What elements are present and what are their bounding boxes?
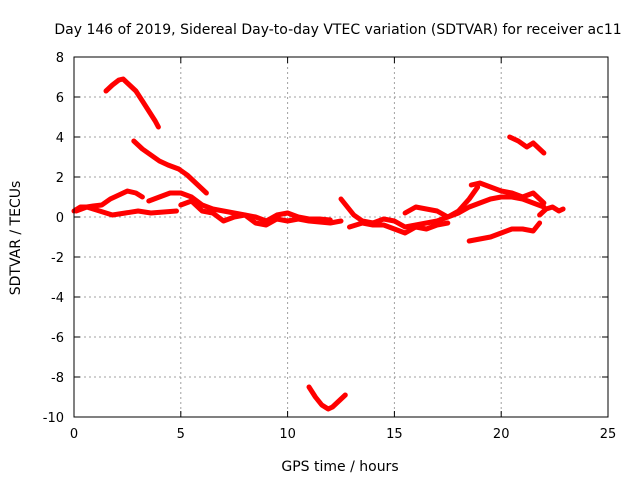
y-tick-label: 6 xyxy=(56,91,64,106)
y-tick-label: 0 xyxy=(56,211,64,226)
y-tick-label: -6 xyxy=(51,331,64,346)
x-axis-label: GPS time / hours xyxy=(281,459,398,475)
series-arc-descending xyxy=(131,138,209,196)
y-tick-label: -2 xyxy=(51,251,64,266)
series-arc-late-2 xyxy=(347,220,451,236)
y-tick-label: 4 xyxy=(56,131,64,146)
grid-lines xyxy=(74,57,608,417)
series-arc-late-4 xyxy=(468,180,547,206)
axis-ticks: 0 5 10 15 20 25 -10 -8 -6 -4 -2 0 2 4 6 8 xyxy=(43,51,617,442)
data-series xyxy=(71,76,566,412)
series-arc-late-6 xyxy=(507,134,547,156)
series-arc-late-3 xyxy=(402,194,547,220)
series-arc-late-5 xyxy=(466,220,543,244)
series-arc-high-early xyxy=(103,76,161,130)
plot-frame xyxy=(73,56,609,418)
y-tick-label: -4 xyxy=(51,291,64,306)
x-tick-label: 5 xyxy=(177,427,185,442)
x-tick-label: 0 xyxy=(70,427,78,442)
series-arc-late-7 xyxy=(537,204,566,218)
y-tick-label: -8 xyxy=(51,371,64,386)
x-tick-label: 10 xyxy=(279,427,296,442)
x-tick-label: 25 xyxy=(600,427,617,442)
series-arc-base-mid-2 xyxy=(178,198,344,228)
x-tick-label: 15 xyxy=(386,427,403,442)
y-axis-label: SDTVAR / TECUs xyxy=(8,181,24,296)
y-tick-label: 2 xyxy=(56,171,64,186)
series-arc-base-low xyxy=(73,204,179,218)
y-tick-label: 8 xyxy=(56,51,64,66)
chart-title: Day 146 of 2019, Sidereal Day-to-day VTE… xyxy=(54,22,621,38)
x-tick-label: 20 xyxy=(493,427,510,442)
y-tick-label: -10 xyxy=(43,411,64,426)
series-arc-dip xyxy=(306,384,348,412)
